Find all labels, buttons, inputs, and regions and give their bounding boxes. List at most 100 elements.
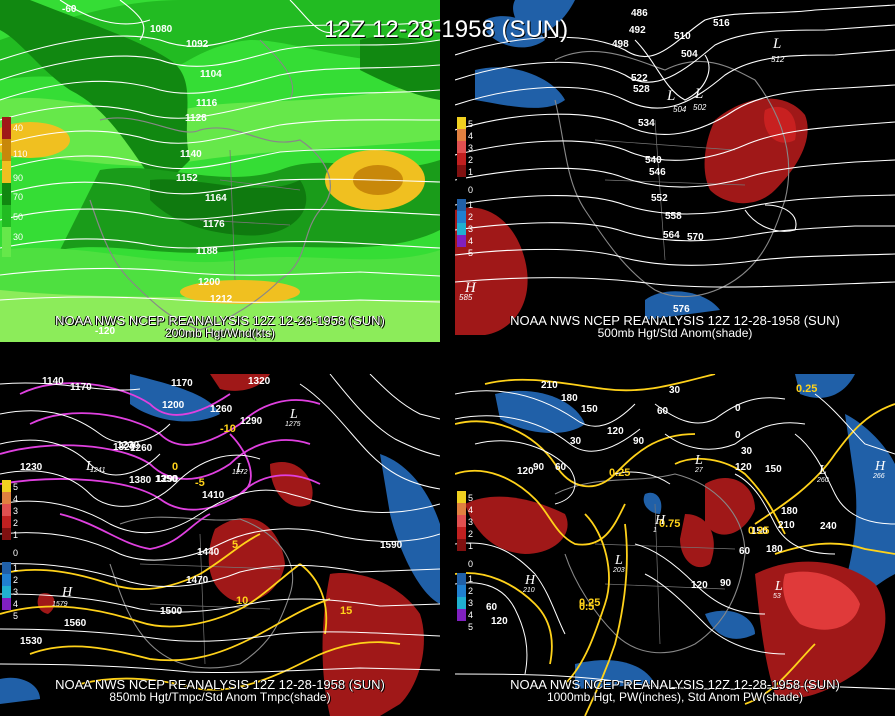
pressure-center-value: 502 bbox=[693, 103, 707, 112]
pressure-center-value: 210 bbox=[522, 587, 535, 594]
height-contour-label: 240 bbox=[820, 521, 837, 532]
height-contour-label: 90 bbox=[533, 462, 545, 473]
color-scale-label: 1 bbox=[13, 563, 18, 573]
longitude-label: -120 bbox=[95, 326, 115, 337]
pressure-center-value: 1272 bbox=[232, 469, 248, 476]
height-contour-label: 1170 bbox=[171, 378, 193, 389]
height-contour-label: 1128 bbox=[185, 113, 207, 124]
panel-caption-line1: NOAA NWS NCEP REANALYSIS 12Z 12-28-1958 … bbox=[510, 313, 840, 328]
pressure-center-value: 512 bbox=[771, 55, 785, 64]
height-contour-label: 60 bbox=[739, 546, 751, 557]
pressure-center-value: 260 bbox=[816, 477, 829, 484]
precipitable-water-label: 0.25 bbox=[609, 467, 630, 479]
color-scale-label: 2 bbox=[468, 529, 473, 539]
height-contour-label: 510 bbox=[674, 31, 691, 42]
panel-caption-line1: NOAA NWS NCEP REANALYSIS 12Z 12-28-1958 … bbox=[55, 677, 385, 692]
height-contour-label: 1590 bbox=[380, 540, 403, 551]
height-contour-label: 1152 bbox=[176, 173, 198, 184]
height-contour-label: 1212 bbox=[210, 294, 233, 305]
height-contour-label: 1320 bbox=[113, 442, 136, 453]
color-scale-label: 5 bbox=[468, 248, 473, 258]
pressure-center-value: 53 bbox=[773, 593, 781, 600]
color-scale-label: 4 bbox=[468, 236, 473, 246]
height-contour-label: 1140 bbox=[180, 149, 202, 160]
height-contour-label: 552 bbox=[651, 193, 668, 204]
height-contour-label: 1500 bbox=[160, 606, 183, 617]
color-scale-label: 50 bbox=[13, 212, 23, 222]
pressure-center-value: 585 bbox=[459, 293, 473, 302]
height-contour-label: 120 bbox=[491, 616, 508, 627]
pressure-center-label: L bbox=[235, 461, 244, 476]
pressure-center-label: H bbox=[654, 513, 666, 528]
color-scale-label: 4 bbox=[13, 494, 18, 504]
height-contour-label: 180 bbox=[766, 544, 783, 555]
temperature-contour-label: 10 bbox=[236, 595, 248, 607]
pressure-center-label: L bbox=[694, 86, 703, 102]
color-scale-label: 4 bbox=[468, 505, 473, 515]
color-scale-label: 110 bbox=[13, 149, 27, 159]
pressure-center-label: L bbox=[772, 36, 781, 52]
height-contour-label: 1230 bbox=[20, 462, 43, 473]
height-contour-label: 1260 bbox=[210, 404, 233, 415]
height-contour-label: 528 bbox=[633, 84, 650, 95]
color-scale-label: 4 bbox=[468, 131, 473, 141]
temperature-contour-label: -10 bbox=[220, 423, 236, 435]
height-contour-label: 1380 bbox=[129, 475, 152, 486]
height-contour-label: 1290 bbox=[240, 416, 263, 427]
color-scale-label: 3 bbox=[468, 598, 473, 608]
height-contour-label: 486 bbox=[631, 8, 648, 19]
color-scale-label: 1 bbox=[468, 167, 473, 177]
height-contour-label: 210 bbox=[541, 380, 558, 391]
color-scale-label: 4 bbox=[468, 610, 473, 620]
height-contour-label: 30 bbox=[570, 436, 582, 447]
color-scale-label: 5 bbox=[13, 611, 18, 621]
height-contour-label: 180 bbox=[561, 393, 578, 404]
color-scale-200mb bbox=[2, 117, 11, 257]
pressure-center-label: L bbox=[774, 579, 783, 594]
temperature-contour-label: 5 bbox=[232, 539, 238, 551]
temperature-contour-label: -5 bbox=[195, 477, 205, 489]
height-contour-label: 60 bbox=[486, 602, 498, 613]
temperature-contour-label: 0 bbox=[172, 461, 178, 473]
color-scale-label: 3 bbox=[468, 143, 473, 153]
height-contour-label: 90 bbox=[633, 436, 645, 447]
height-contour-label: 180 bbox=[781, 506, 798, 517]
height-contour-label: 210 bbox=[778, 520, 795, 531]
height-contour-label: 1176 bbox=[203, 219, 225, 230]
height-contour-label: 1260 bbox=[130, 443, 153, 454]
color-scale-label: 1 bbox=[468, 541, 473, 551]
height-contour-label: 534 bbox=[638, 118, 655, 129]
color-scale-label: 2 bbox=[13, 518, 18, 528]
height-contour-label: 492 bbox=[629, 25, 646, 36]
color-scale-label: 70 bbox=[13, 192, 23, 202]
height-contour-label: 120 bbox=[607, 426, 624, 437]
pressure-center-label: L bbox=[289, 407, 298, 422]
height-contour-label: 30 bbox=[669, 385, 681, 396]
panel-500mb-hgt-anom: 5 4 3 2 1 0 1 2 3 4 5 486 492 498 504 510 516 522 528 534 5… bbox=[455, 0, 895, 342]
color-scale-850mb bbox=[2, 480, 11, 610]
pressure-center-value: 1275 bbox=[285, 421, 301, 428]
height-contour-label: 60 bbox=[555, 462, 567, 473]
color-scale-label: 30 bbox=[13, 232, 23, 242]
color-scale-label: 3 bbox=[13, 506, 18, 516]
height-contour-label: 120 bbox=[691, 580, 708, 591]
color-scale-label: 90 bbox=[13, 173, 23, 183]
color-scale-1000mb bbox=[457, 491, 466, 621]
color-scale-label: 0 bbox=[468, 185, 473, 195]
height-contour-label: 1440 bbox=[197, 547, 220, 558]
color-scale-label: 3 bbox=[468, 224, 473, 234]
color-scale-label: 0 bbox=[13, 548, 18, 558]
height-contour-label: 558 bbox=[665, 211, 682, 222]
panel-200mb-hgt-wind: 40 110 90 70 50 30 1080 1092 1104 1116 1128 1140 11… bbox=[0, 0, 440, 342]
color-scale-label: 4 bbox=[13, 599, 18, 609]
color-scale-label: 5 bbox=[468, 622, 473, 632]
color-scale-label: 1 bbox=[468, 574, 473, 584]
height-contour-label: 1230 bbox=[117, 440, 140, 451]
pressure-center-label: L bbox=[614, 553, 623, 568]
height-contour-label: 1116 bbox=[196, 98, 218, 109]
height-contour-label: 0 bbox=[735, 403, 741, 414]
pressure-center-label: H bbox=[61, 585, 73, 600]
